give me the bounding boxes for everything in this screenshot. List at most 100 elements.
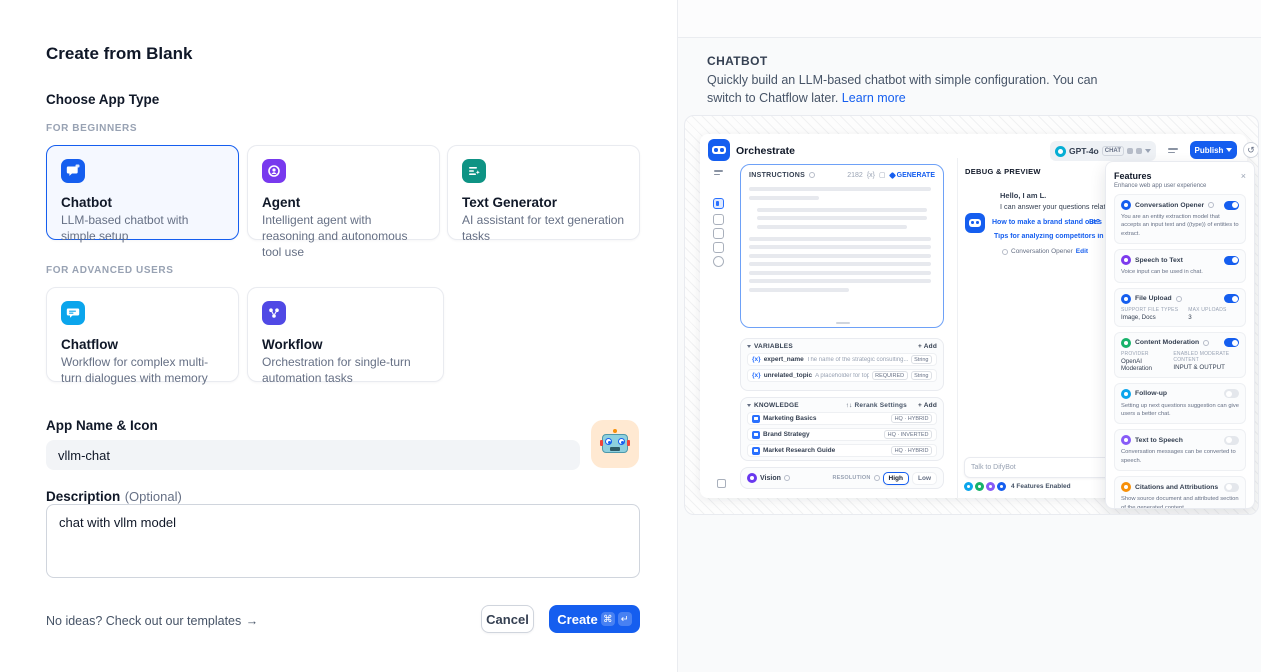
- feature-dot-icon: [975, 482, 984, 491]
- greeting-line1: Hello, I am L.: [1000, 191, 1047, 200]
- templates-link[interactable]: No ideas? Check out our templates: [46, 614, 242, 628]
- rail-web-icon: [713, 256, 724, 267]
- description-label: Description: [46, 489, 121, 504]
- feature-desc: Conversation messages can be converted t…: [1121, 449, 1236, 464]
- feature-name: Text to Speech: [1135, 436, 1183, 444]
- publish-label: Publish: [1194, 145, 1224, 155]
- meta-value: INPUT & OUTPUT: [1173, 363, 1225, 371]
- sliders-icon: [714, 168, 724, 176]
- model-provider-icon: [1055, 145, 1066, 157]
- rerank-label: Rerank Settings: [854, 402, 907, 409]
- chevron-down-icon: [1144, 149, 1151, 153]
- variable-icon: {x}: [752, 372, 761, 379]
- modal-title: Create from Blank: [46, 44, 193, 63]
- model-mode-tag: CHAT: [1101, 146, 1124, 156]
- chat-input-placeholder: Talk to DifyBot: [971, 464, 1016, 471]
- feature-desc: You are an entity extraction model that …: [1121, 214, 1239, 237]
- knowledge-row: Brand Strategy HQ · INVERTED: [747, 428, 937, 441]
- info-icon: [873, 475, 880, 481]
- app-type-card-text-generator[interactable]: Text Generator AI assistant for text gen…: [447, 145, 640, 243]
- model-selector: GPT-4o CHAT: [1050, 141, 1156, 161]
- create-button[interactable]: Create ⌘ ↵: [549, 605, 640, 633]
- app-type-name: Workflow: [262, 337, 323, 352]
- conversation-opener-row: Conversation Opener Edit: [1002, 248, 1088, 255]
- app-type-card-chatflow[interactable]: Chatflow Workflow for complex multi-turn…: [46, 287, 239, 385]
- sparkle-icon: [888, 171, 896, 179]
- app-icon-picker[interactable]: [591, 420, 639, 468]
- app-type-preview-pane: CHATBOT Quickly build an LLM-based chatb…: [677, 0, 1261, 672]
- resolution-label: RESOLUTION: [832, 475, 871, 481]
- description-textarea[interactable]: chat with vllm model: [46, 504, 640, 578]
- feature-card-file-upload: File Upload SUPPORT FILE TYPES Image, Doc…: [1114, 287, 1246, 327]
- speech-to-text-icon: [1121, 255, 1131, 266]
- app-type-desc: Orchestration for single-turn automation…: [262, 355, 411, 385]
- token-count: 2182: [847, 171, 863, 179]
- feature-name: Citations and Attributions: [1135, 483, 1219, 491]
- for-beginners-label: FOR BEGINNERS: [46, 123, 138, 134]
- choose-app-type-label: Choose App Type: [46, 92, 160, 107]
- toggle-on: [1224, 294, 1239, 304]
- feature-card-follow-up: Follow-up Setting up next questions sugg…: [1114, 382, 1246, 425]
- app-type-card-workflow[interactable]: Workflow Orchestration for single-turn a…: [247, 287, 444, 385]
- citations-icon: [1121, 482, 1131, 493]
- knowledge-panel: KNOWLEDGE ↑↓ Rerank Settings + Add Marke…: [740, 397, 944, 461]
- info-icon: [809, 172, 816, 178]
- feature-card-conversation-opener: Conversation Opener You are an entity ex…: [1114, 194, 1246, 245]
- feature-dot-icon: [964, 482, 973, 491]
- variable-desc: A placeholder for topics...: [815, 372, 869, 379]
- dataset-mode-tag: HQ · HYBRID: [891, 446, 932, 455]
- rail-orchestrate-icon: [713, 198, 724, 209]
- meta-value: 3: [1188, 313, 1192, 321]
- cmd-key-icon: ⌘: [600, 612, 615, 626]
- variable-row: {x} unrelated_topic A placeholder for to…: [747, 369, 937, 382]
- variable-name: expert_name: [763, 356, 804, 363]
- resolution-low-button: Low: [912, 471, 937, 485]
- greeting-line2: I can answer your questions related: [1000, 202, 1114, 211]
- feature-name: Follow-up: [1135, 390, 1168, 398]
- description-optional-label: (Optional): [124, 489, 182, 504]
- learn-more-link[interactable]: Learn more: [841, 91, 906, 106]
- toggle-off: [1224, 435, 1239, 445]
- chatbot-icon: [61, 159, 85, 183]
- text-to-speech-icon: [1121, 435, 1131, 446]
- rail-notes-icon: [713, 242, 724, 253]
- feature-desc: Voice input can be used in chat.: [1121, 269, 1203, 276]
- features-title: Features: [1114, 171, 1152, 181]
- vision-icon: [747, 473, 757, 483]
- app-type-card-agent[interactable]: Agent Intelligent agent with reasoning a…: [247, 145, 440, 259]
- variable-row: {x} expert_name The name of the strategi…: [747, 353, 937, 366]
- app-type-desc: Intelligent agent with reasoning and aut…: [262, 213, 408, 259]
- create-button-label: Create: [557, 611, 598, 627]
- divider: [957, 158, 958, 498]
- knowledge-title: KNOWLEDGE: [754, 402, 799, 409]
- app-type-name: Chatflow: [61, 337, 118, 352]
- collapse-icon: [717, 479, 726, 488]
- model-settings-icon: [1135, 148, 1142, 154]
- required-tag: REQUIRED: [871, 371, 908, 380]
- suggested-question: How to make a brand stand out?: [992, 219, 1101, 226]
- conversation-opener-icon: [1121, 200, 1131, 210]
- app-type-name: Chatbot: [61, 195, 112, 210]
- feature-card-citations: Citations and Attributions Show source d…: [1114, 476, 1246, 508]
- variable-type-tag: String: [910, 371, 932, 380]
- generate-label: GENERATE: [896, 171, 935, 179]
- enter-key-icon: ↵: [617, 612, 632, 626]
- app-name-input[interactable]: [46, 440, 580, 470]
- knowledge-row: Marketing Basics HQ · HYBRID: [747, 412, 937, 425]
- workflow-icon: [262, 301, 286, 325]
- app-type-card-chatbot[interactable]: Chatbot LLM-based chatbot with simple se…: [46, 145, 239, 243]
- add-variable-button: + Add: [918, 343, 937, 350]
- model-name: GPT-4o: [1069, 146, 1099, 156]
- info-icon: [1208, 202, 1215, 208]
- dataset-icon: [752, 446, 760, 455]
- knowledge-row: Market Research Guide HQ · HYBRID: [747, 444, 937, 457]
- dataset-icon: [752, 414, 760, 423]
- feature-card-speech-to-text: Speech to Text Voice input can be used i…: [1114, 249, 1246, 283]
- close-icon: ×: [1240, 170, 1246, 181]
- add-knowledge-button: + Add: [918, 402, 937, 409]
- chevron-down-icon: [1226, 148, 1233, 152]
- cancel-button[interactable]: Cancel: [481, 605, 534, 633]
- app-type-desc: AI assistant for text generation tasks: [462, 213, 625, 243]
- preview-heading: CHATBOT: [707, 54, 768, 68]
